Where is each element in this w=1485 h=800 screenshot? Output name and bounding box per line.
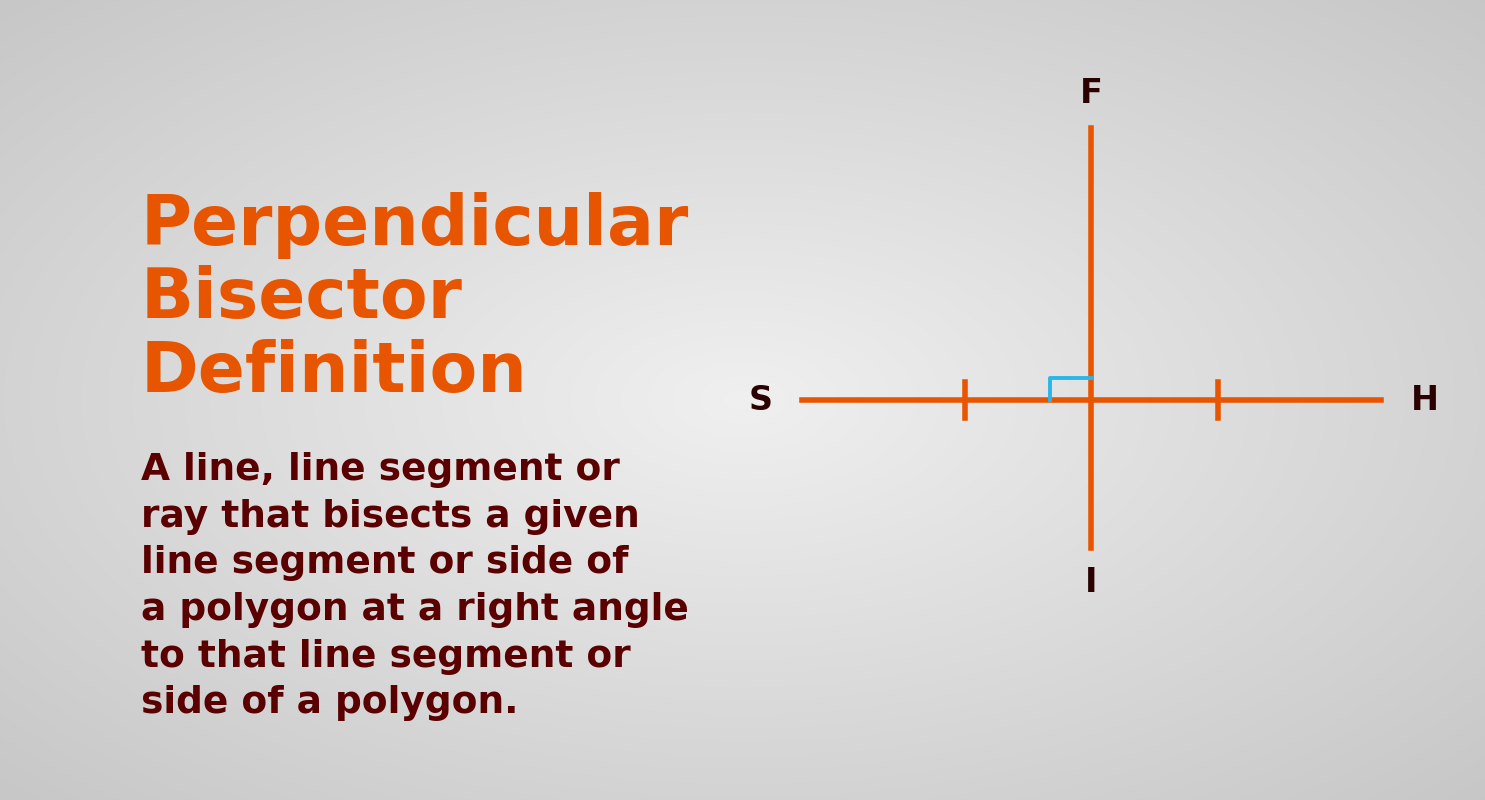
Text: S: S	[748, 383, 772, 417]
Text: Perpendicular
Bisector
Definition: Perpendicular Bisector Definition	[141, 192, 689, 406]
Text: I: I	[1086, 566, 1097, 598]
Text: F: F	[1080, 78, 1103, 110]
Text: H: H	[1411, 383, 1439, 417]
Text: A line, line segment or
ray that bisects a given
line segment or side of
a polyg: A line, line segment or ray that bisects…	[141, 452, 689, 722]
